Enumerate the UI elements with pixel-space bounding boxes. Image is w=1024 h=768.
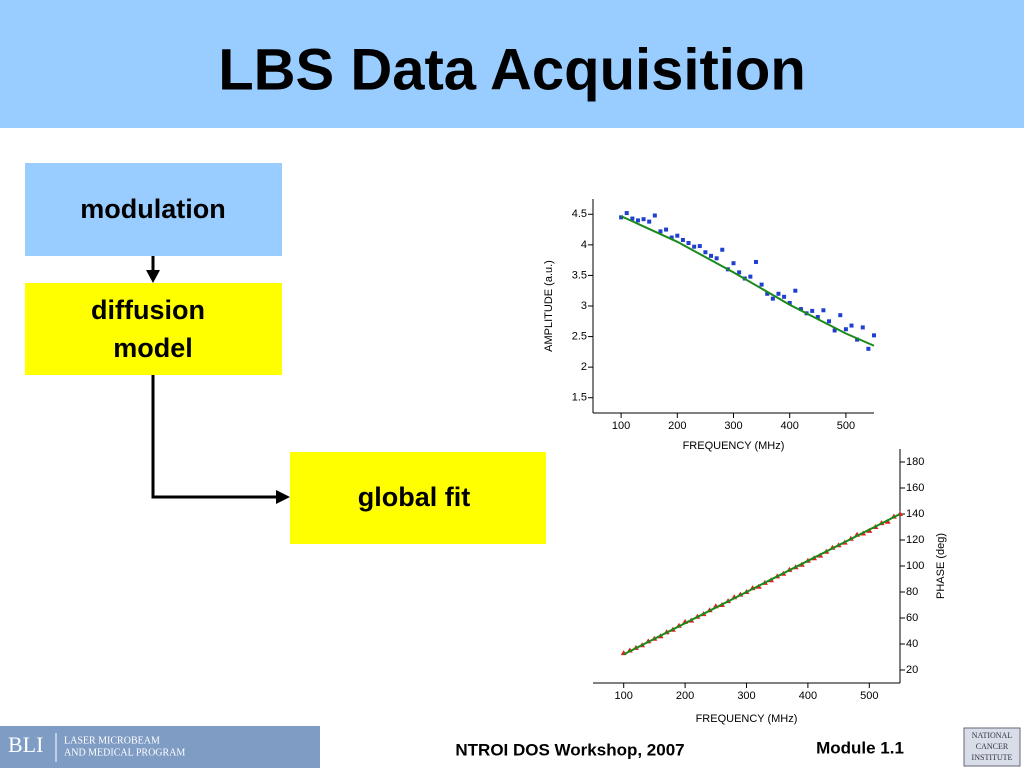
y-tick-label: 80	[906, 586, 918, 598]
y-tick-label: 120	[906, 534, 924, 546]
data-point	[849, 323, 854, 328]
data-point	[748, 274, 753, 279]
x-tick-label: 500	[837, 420, 855, 432]
flow-box	[290, 452, 546, 544]
x-tick-label: 300	[724, 420, 742, 432]
data-point	[776, 291, 781, 296]
data-point	[619, 215, 624, 220]
fit-line	[620, 215, 875, 347]
data-point	[787, 300, 792, 305]
data-point	[753, 259, 758, 264]
data-point	[860, 325, 865, 330]
logo-text: BLI	[8, 732, 43, 757]
data-point	[793, 288, 798, 293]
data-point	[641, 217, 646, 222]
y-tick-label: 3	[581, 300, 587, 312]
y-tick-label: 180	[906, 456, 924, 468]
logo-band	[0, 726, 320, 768]
data-point	[731, 261, 736, 266]
fit-line	[623, 513, 901, 656]
x-axis-label: FREQUENCY (MHz)	[683, 440, 785, 452]
data-point	[815, 315, 820, 320]
data-point	[765, 291, 770, 296]
footer-text: NTROI DOS Workshop, 2007	[455, 740, 684, 759]
x-tick-label: 200	[668, 420, 686, 432]
data-point	[664, 227, 669, 232]
data-point	[669, 235, 674, 240]
y-tick-label: 40	[906, 638, 918, 650]
data-point	[714, 256, 719, 261]
arrow-head	[276, 490, 290, 504]
flow-arrows	[151, 256, 278, 499]
y-tick-label: 2.5	[572, 330, 587, 342]
flow-label: model	[113, 333, 193, 363]
data-point	[647, 219, 652, 224]
x-tick-label: 300	[737, 690, 755, 702]
data-point	[782, 294, 787, 299]
data-point	[709, 253, 714, 258]
flow-label: diffusion	[91, 295, 205, 325]
data-point	[832, 328, 837, 333]
y-tick-label: 3.5	[572, 269, 587, 281]
data-point	[692, 244, 697, 249]
data-point	[720, 247, 725, 252]
data-point	[658, 229, 663, 234]
y-tick-label: 2	[581, 361, 587, 373]
y-tick-label: 100	[906, 560, 924, 572]
data-point	[798, 307, 803, 312]
arrow-head	[146, 270, 160, 283]
y-tick-label: 1.5	[572, 392, 587, 404]
x-axis-label: FREQUENCY (MHz)	[696, 713, 798, 725]
footer-text: Module 1.1	[816, 738, 904, 757]
data-point	[697, 244, 702, 249]
y-tick-label: 140	[906, 508, 924, 520]
y-tick-label: 20	[906, 664, 918, 676]
flow-label: modulation	[80, 194, 225, 224]
data-point	[703, 250, 708, 255]
nci-text: NATIONAL	[972, 731, 1013, 740]
y-axis-label: PHASE (deg)	[935, 533, 947, 599]
nci-text: CANCER	[976, 742, 1009, 751]
x-tick-label: 400	[799, 690, 817, 702]
data-point	[838, 313, 843, 318]
logo-text: and Medical Program	[64, 747, 185, 758]
data-point	[675, 233, 680, 238]
data-point	[686, 241, 691, 246]
y-tick-label: 4	[581, 239, 587, 251]
data-point	[872, 333, 876, 338]
data-point	[866, 346, 871, 351]
data-point	[630, 216, 635, 221]
data-point	[652, 213, 657, 218]
slide-title: LBS Data Acquisition	[218, 37, 806, 102]
x-tick-label: 100	[615, 690, 633, 702]
data-point	[821, 308, 826, 313]
y-tick-label: 60	[906, 612, 918, 624]
nci-text: INSTITUTE	[972, 753, 1013, 762]
data-point	[827, 319, 832, 324]
data-point	[624, 211, 629, 216]
data-point	[680, 237, 685, 242]
x-tick-label: 400	[781, 420, 799, 432]
data-point	[810, 308, 815, 313]
data-point	[737, 270, 742, 275]
x-tick-label: 500	[860, 690, 878, 702]
data-point	[635, 218, 640, 223]
x-tick-label: 100	[612, 420, 630, 432]
flow-label: global fit	[358, 482, 470, 512]
x-tick-label: 200	[676, 690, 694, 702]
data-point	[843, 327, 848, 332]
data-point	[855, 337, 860, 342]
header-band	[0, 0, 1024, 128]
data-point	[770, 296, 775, 301]
y-axis-label: AMPLITUDE (a.u.)	[543, 260, 555, 352]
flow-box	[25, 163, 282, 256]
nci-logo	[963, 727, 1021, 767]
y-tick-label: 4.5	[572, 208, 587, 220]
flow-box	[25, 283, 282, 375]
data-point	[759, 282, 764, 287]
logo-text: Laser Microbeam	[64, 735, 160, 746]
y-tick-label: 160	[906, 482, 924, 494]
